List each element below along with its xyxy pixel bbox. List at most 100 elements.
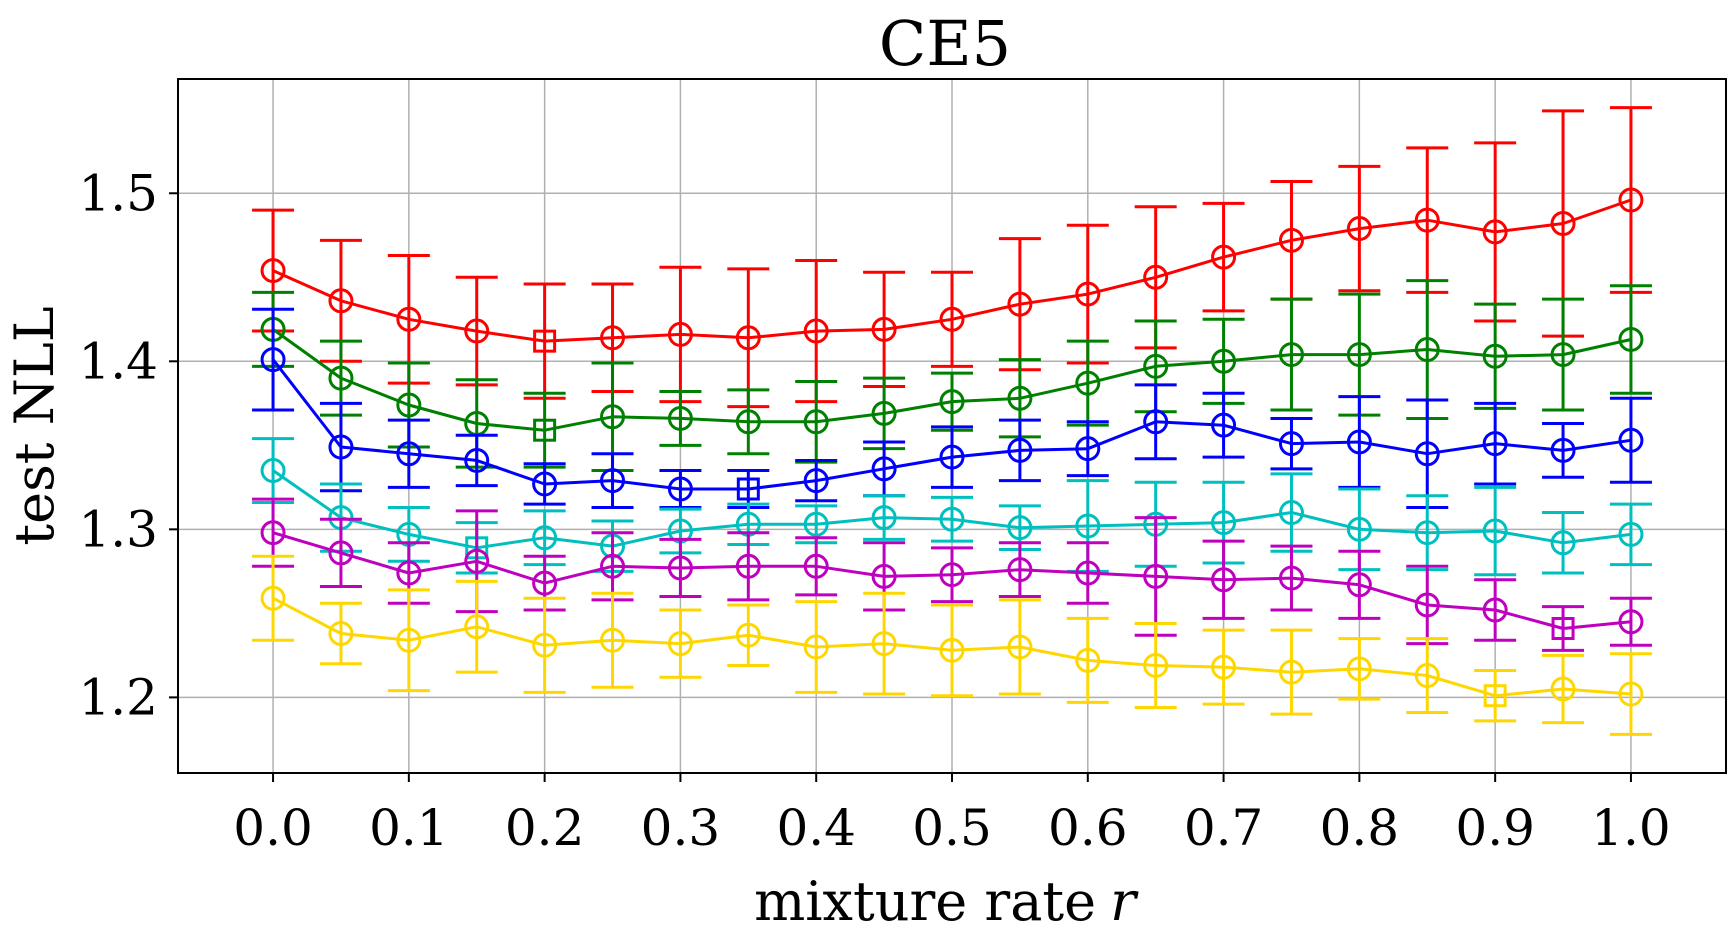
data-point-marker — [328, 288, 354, 314]
data-point-marker — [1482, 219, 1508, 245]
data-point-marker — [396, 560, 422, 586]
x-tick-label: 0.5 — [912, 799, 992, 857]
data-point-marker — [1143, 563, 1169, 589]
x-tick-label: 0.4 — [776, 799, 856, 857]
data-point-marker — [871, 563, 897, 589]
data-point-marker — [735, 325, 761, 351]
data-point-marker — [1007, 291, 1033, 317]
data-point-marker — [1346, 429, 1372, 455]
data-point-marker — [803, 318, 829, 344]
data-point-marker — [1075, 647, 1101, 673]
data-point-marker — [1414, 207, 1440, 233]
data-point-marker — [667, 321, 693, 347]
data-point-marker — [1211, 510, 1237, 536]
data-point-marker — [1007, 437, 1033, 463]
data-point-marker — [600, 627, 626, 653]
data-point-marker — [260, 258, 286, 284]
x-tick-label: 0.9 — [1455, 799, 1535, 857]
data-point-marker — [1414, 441, 1440, 467]
series-2 — [252, 307, 1652, 509]
data-point-marker — [1211, 654, 1237, 680]
data-point-marker — [260, 347, 286, 373]
data-point-marker — [1482, 431, 1508, 457]
x-axis-label-text: mixture rate — [754, 870, 1096, 932]
y-axis-label: test NLL — [3, 306, 66, 545]
data-point-marker — [1618, 326, 1644, 352]
data-point-marker — [1618, 681, 1644, 707]
x-axis-label-variable: r — [1110, 870, 1139, 932]
data-point-marker — [600, 468, 626, 494]
data-point-marker — [1618, 521, 1644, 547]
data-point-marker — [1278, 500, 1304, 526]
data-point-marker — [667, 405, 693, 431]
x-tick-label: 0.7 — [1184, 799, 1264, 857]
x-tick-label: 1.0 — [1591, 799, 1671, 857]
x-tick-label: 0.8 — [1320, 799, 1400, 857]
data-point-marker — [803, 511, 829, 537]
data-point-marker — [532, 570, 558, 596]
data-point-marker — [260, 585, 286, 611]
data-point-marker — [1143, 409, 1169, 435]
data-point-marker — [667, 476, 693, 502]
data-point-marker — [1211, 412, 1237, 438]
data-point-marker — [1007, 515, 1033, 541]
data-point-marker — [803, 409, 829, 435]
data-point-marker — [600, 404, 626, 430]
data-point-marker — [600, 325, 626, 351]
best-point-marker — [1551, 616, 1575, 640]
data-point-marker — [396, 392, 422, 418]
y-tick-label: 1.3 — [78, 500, 158, 558]
x-tick-label: 0.1 — [369, 799, 449, 857]
y-tick-label: 1.5 — [78, 164, 158, 222]
data-point-marker — [1075, 560, 1101, 586]
data-point-marker — [1346, 656, 1372, 682]
data-point-marker — [1007, 385, 1033, 411]
data-point-marker — [1550, 676, 1576, 702]
data-point-marker — [464, 614, 490, 640]
x-tick-label: 0.2 — [505, 799, 585, 857]
data-point-marker — [735, 409, 761, 435]
data-point-marker — [396, 306, 422, 332]
data-point-marker — [1346, 342, 1372, 368]
data-point-marker — [939, 444, 965, 470]
data-point-marker — [1075, 436, 1101, 462]
data-point-marker — [735, 553, 761, 579]
data-point-marker — [1278, 342, 1304, 368]
data-point-marker — [396, 627, 422, 653]
data-point-marker — [532, 471, 558, 497]
best-point-marker — [533, 418, 557, 442]
data-point-marker — [1550, 437, 1576, 463]
data-point-marker — [1211, 348, 1237, 374]
data-point-marker — [1618, 427, 1644, 453]
data-point-marker — [1143, 353, 1169, 379]
data-point-marker — [1143, 652, 1169, 678]
data-point-marker — [1618, 609, 1644, 635]
data-point-marker — [939, 306, 965, 332]
data-point-marker — [871, 505, 897, 531]
data-point-marker — [735, 622, 761, 648]
data-point-marker — [939, 389, 965, 415]
data-point-marker — [532, 632, 558, 658]
x-axis-label: mixture rate r — [754, 870, 1139, 932]
data-point-marker — [871, 456, 897, 482]
data-point-marker — [328, 540, 354, 566]
data-point-marker — [1482, 597, 1508, 623]
data-point-marker — [667, 555, 693, 581]
data-point-marker — [1550, 342, 1576, 368]
data-point-marker — [1550, 530, 1576, 556]
data-point-marker — [1346, 216, 1372, 242]
data-point-marker — [396, 441, 422, 467]
data-point-marker — [328, 434, 354, 460]
data-point-marker — [1482, 343, 1508, 369]
data-point-marker — [1414, 337, 1440, 363]
data-point-marker — [1346, 572, 1372, 598]
best-point-marker — [736, 477, 760, 501]
data-point-marker — [939, 506, 965, 532]
x-tick-label: 0.3 — [641, 799, 721, 857]
data-point-marker — [532, 525, 558, 551]
data-point-marker — [600, 553, 626, 579]
x-axis: 0.0 0.1 0.2 0.3 0.4 0.5 0.6 0.7 0.8 0.9 1.0 — [233, 773, 1671, 857]
x-tick-label: 0.0 — [233, 799, 313, 857]
data-point-marker — [667, 631, 693, 657]
